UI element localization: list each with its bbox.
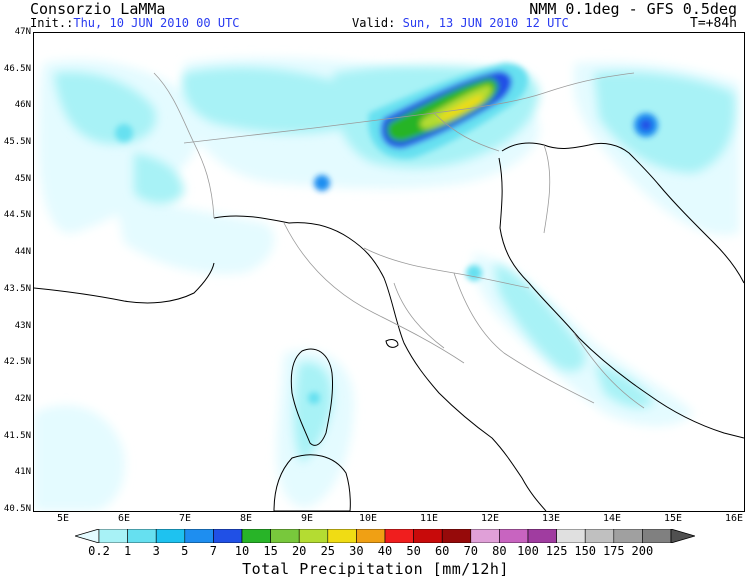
lon-label: 5E [56,513,70,524]
colorbar-tick-label: 100 [517,544,539,558]
colorbar-tick-label: 5 [181,544,189,558]
colorbar-swatch [470,529,500,543]
colorbar-swatch [327,529,357,543]
colorbar-swatch [499,529,529,543]
lon-label: 11E [419,513,439,524]
model-title: NMM 0.1deg - GFS 0.5deg [529,0,737,18]
colorbar-swatch [127,529,157,543]
colorbar-tick-label: 10 [234,544,250,558]
lat-label: 42N [14,393,31,404]
colorbar-title: Total Precipitation [mm/12h] [242,560,509,578]
colorbar-swatch [270,529,300,543]
colorbar-swatch [441,529,472,543]
lat-label: 41N [14,467,31,478]
colorbar-tick-label: 70 [463,544,479,558]
colorbar-swatch [241,529,271,543]
colorbar-tick-label: 25 [320,544,336,558]
lat-label: 45.5N [3,137,31,148]
colorbar-max-arrow [670,529,695,543]
lat-label: 43N [14,320,31,331]
lon-label: 14E [602,513,622,524]
lat-label: 46.5N [3,63,31,74]
forecast-step: T=+84h [690,16,737,31]
colorbar-min-arrow [75,529,100,543]
colorbar-tick-label: 175 [602,544,625,558]
lat-label: 42.5N [3,357,31,368]
lon-label: 9E [300,513,314,524]
lon-label: 7E [178,513,192,524]
init-value: Thu, 10 JUN 2010 00 UTC [73,16,240,30]
lon-label: 6E [117,513,131,524]
colorbar-swatch [413,529,443,543]
colorbar-tick-label: 0.2 [88,544,110,558]
colorbar [75,529,695,543]
lat-label: 40.5N [3,504,31,514]
colorbar-tick-label: 1 [123,544,132,558]
init-time: Init.:Thu, 10 JUN 2010 00 UTC [30,16,240,30]
lat-label: 46N [14,100,31,111]
colorbar-tick-label: 15 [263,544,278,558]
colorbar-tick-label: 60 [434,544,450,558]
valid-time: Valid: Sun, 13 JUN 2010 12 UTC [352,16,569,30]
colorbar-swatch [527,529,557,543]
colorbar-tick-label: 40 [377,544,393,558]
valid-label: Valid: [352,16,396,30]
precipitation-map [33,32,745,512]
lat-label: 45N [14,173,31,184]
lon-label: 8E [239,513,253,524]
colorbar-swatch [155,529,186,543]
colorbar-tick-label: 150 [574,544,597,558]
init-label: Init.: [30,16,74,30]
lon-label: 13E [541,513,561,524]
lon-label: 12E [480,513,500,524]
lat-label: 41.5N [3,430,31,441]
colorbar-tick-label: 125 [545,544,568,558]
colorbar-swatch [213,529,243,543]
lat-label: 44N [14,247,31,258]
colorbar-swatch [98,529,128,543]
lat-label: 44.5N [3,210,31,221]
colorbar-swatch [184,529,214,543]
lon-label: 10E [358,513,378,524]
map-canvas [34,57,744,511]
colorbar-tick-label: 50 [406,544,421,558]
colorbar-tick-label: 20 [291,544,307,558]
borders [153,72,645,409]
colorbar-tick-label: 80 [492,544,507,558]
producer-title: Consorzio LaMMa [30,0,166,18]
lat-label: 47N [14,27,31,37]
colorbar-tick-label: 30 [349,544,364,558]
colorbar-tick-label: 200 [631,544,654,558]
colorbar-swatch [384,529,414,543]
colorbar-swatch [298,529,329,543]
colorbar-tick-label: 3 [152,544,160,558]
colorbar-swatch [356,529,386,543]
lon-label: 15E [663,513,683,524]
colorbar-swatch [584,529,615,543]
colorbar-tick-label: 7 [209,544,218,558]
lat-label: 43.5N [3,283,31,294]
valid-value: Sun, 13 JUN 2010 12 UTC [402,16,569,30]
lon-label: 16E [724,513,744,524]
colorbar-swatch [556,529,586,543]
colorbar-swatch [642,529,672,543]
colorbar-swatch [613,529,643,543]
